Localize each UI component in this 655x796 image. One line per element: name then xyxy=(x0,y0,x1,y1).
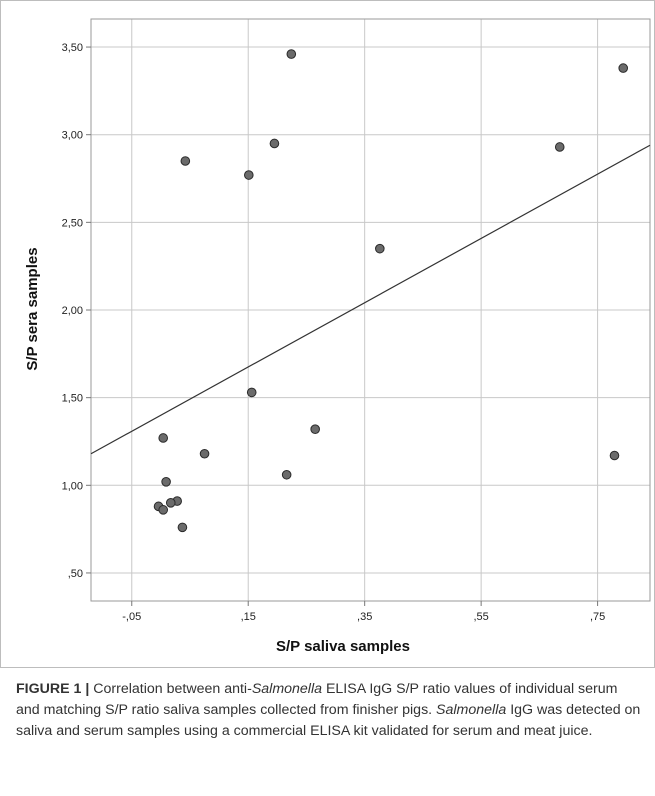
x-tick-label: ,15 xyxy=(241,611,256,623)
y-tick-label: 2,00 xyxy=(62,305,83,317)
figure-caption: FIGURE 1 | Correlation between anti-Salm… xyxy=(16,679,641,742)
scatter-chart: -,05 ,15 ,35 ,55 ,75 ,50 1,00 1,50 2,00 2,50 3,00… xyxy=(24,18,651,655)
caption-italic: Salmonella xyxy=(251,681,323,697)
scatter-point xyxy=(375,243,385,254)
y-tick-label: 3,50 xyxy=(62,42,83,54)
scatter-point xyxy=(269,138,280,149)
y-axis-title: S/P sera samples xyxy=(24,247,41,370)
x-tick-label: -,05 xyxy=(122,611,141,623)
scatter-point xyxy=(554,142,565,152)
x-tick-label: ,55 xyxy=(473,611,488,623)
caption-text: IgG was detected on saliva and serum sam… xyxy=(16,702,641,739)
y-tick-label: 2,50 xyxy=(62,217,83,229)
scatter-point xyxy=(286,49,297,59)
scatter-point xyxy=(177,522,188,533)
scatter-point xyxy=(165,498,176,508)
caption-text: Correlation between anti- xyxy=(89,681,252,697)
x-tick-label: ,35 xyxy=(357,611,372,623)
x-axis-title: S/P saliva samples xyxy=(276,638,410,655)
scatter-point xyxy=(244,170,254,180)
scatter-point xyxy=(158,433,169,443)
scatter-point xyxy=(161,476,171,487)
scatter-point xyxy=(310,424,320,435)
scatter-point xyxy=(618,63,629,73)
scatter-point xyxy=(281,469,292,480)
x-tick-label: ,75 xyxy=(590,611,605,623)
scatter-point xyxy=(199,448,210,459)
scatter-point xyxy=(609,450,620,461)
y-tick-label: 3,00 xyxy=(62,130,83,142)
data-points xyxy=(153,49,629,533)
y-tick-label: 1,50 xyxy=(62,393,83,405)
scatter-point xyxy=(180,156,191,166)
caption-text: ELISA IgG S/P ratio values of individual… xyxy=(16,681,618,718)
grid xyxy=(91,19,650,601)
scatter-point xyxy=(158,505,169,515)
caption-italic: Salmonella xyxy=(436,702,507,718)
y-tick-label: ,50 xyxy=(68,568,83,580)
caption-label: FIGURE 1 | xyxy=(16,681,90,697)
regression-line xyxy=(90,144,651,455)
y-axis-ticks: ,50 1,00 1,50 2,00 2,50 3,00 3,50 xyxy=(62,42,91,580)
scatter-point xyxy=(246,387,257,398)
x-axis-ticks: -,05 ,15 ,35 ,55 ,75 xyxy=(122,601,605,623)
chart-frame: -,05 ,15 ,35 ,55 ,75 ,50 1,00 1,50 2,00 2,50 3,00… xyxy=(0,0,655,668)
y-tick-label: 1,00 xyxy=(62,480,83,492)
